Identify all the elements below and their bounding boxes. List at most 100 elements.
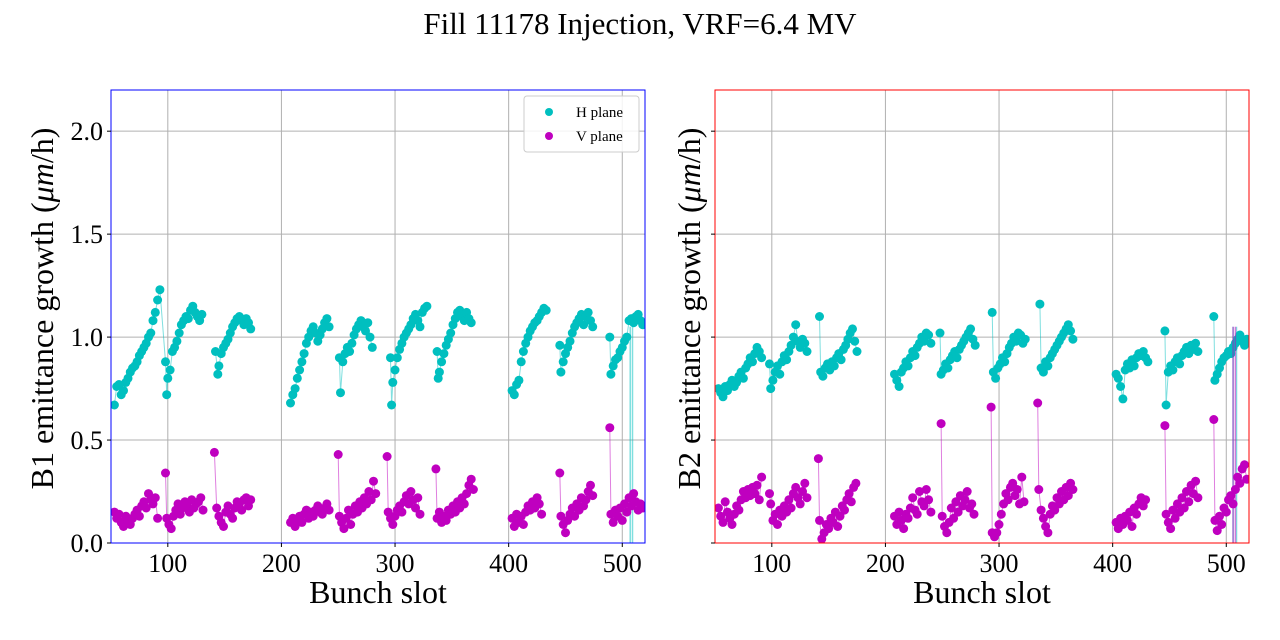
data-point-v-plane (1177, 493, 1187, 503)
data-point-v-plane (608, 517, 618, 527)
data-point-v-plane (198, 505, 208, 515)
data-point-h-plane (1161, 400, 1171, 410)
data-point-v-plane (219, 522, 228, 531)
data-point-v-plane (134, 511, 144, 521)
data-point-v-plane (459, 499, 469, 509)
data-point-h-plane (1242, 334, 1249, 344)
data-point-v-plane (561, 528, 570, 538)
data-point-v-plane (967, 499, 977, 509)
data-point-v-plane (962, 487, 972, 496)
data-point-v-plane (1033, 398, 1043, 408)
data-point-h-plane (815, 312, 824, 321)
data-point-h-plane (638, 320, 645, 330)
data-point-v-plane (1191, 476, 1201, 486)
data-point-h-plane (432, 347, 442, 356)
data-point-v-plane (1179, 503, 1189, 513)
data-point-h-plane (588, 322, 598, 332)
x-axis-label: Bunch slot (309, 574, 447, 610)
data-point-v-plane (912, 509, 922, 519)
data-point-h-plane (1113, 373, 1123, 383)
data-point-v-plane (815, 515, 824, 525)
x-axis-label: Bunch slot (913, 574, 1051, 610)
data-point-v-plane (784, 495, 794, 505)
data-point-h-plane (1118, 394, 1128, 404)
data-point-h-plane (738, 373, 748, 383)
data-point-v-plane (629, 489, 639, 499)
data-point-h-plane (514, 375, 524, 385)
data-point-v-plane (1003, 495, 1013, 505)
data-point-v-plane (946, 503, 956, 513)
data-point-h-plane (782, 355, 792, 365)
data-point-v-plane (397, 507, 407, 517)
x-tick-label: 300 (980, 549, 1019, 578)
data-point-v-plane (908, 493, 918, 503)
data-point-v-plane (1170, 513, 1180, 523)
data-point-v-plane (1226, 491, 1236, 501)
data-point-v-plane (921, 485, 931, 494)
data-point-h-plane (748, 357, 757, 367)
data-point-v-plane (844, 489, 854, 499)
data-point-h-plane (295, 365, 305, 375)
data-point-v-plane (622, 507, 632, 517)
data-point-h-plane (516, 357, 526, 367)
data-point-h-plane (1035, 299, 1045, 309)
data-point-h-plane (775, 369, 785, 379)
data-point-v-plane (715, 503, 723, 513)
data-point-h-plane (197, 309, 207, 319)
data-point-h-plane (718, 392, 728, 402)
data-point-h-plane (183, 314, 193, 324)
data-point-h-plane (466, 318, 476, 328)
data-point-v-plane (413, 493, 423, 503)
data-point-v-plane (791, 482, 801, 492)
data-point-v-plane (1230, 485, 1240, 494)
data-point-v-plane (1012, 485, 1022, 494)
data-point-v-plane (153, 513, 163, 523)
data-point-v-plane (237, 505, 247, 515)
data-point-h-plane (1066, 326, 1076, 336)
data-point-h-plane (894, 382, 904, 391)
data-point-h-plane (361, 326, 370, 336)
data-point-h-plane (1043, 361, 1053, 371)
data-point-h-plane (161, 357, 170, 367)
data-point-v-plane (953, 507, 963, 517)
data-point-h-plane (214, 361, 224, 371)
data-point-h-plane (935, 328, 945, 338)
data-point-v-plane (960, 495, 970, 505)
data-point-h-plane (1068, 334, 1078, 344)
data-point-h-plane (558, 357, 568, 367)
grid-lines (715, 90, 1249, 544)
data-point-v-plane (141, 503, 151, 513)
data-point-v-plane (1017, 472, 1027, 482)
data-point-v-plane (896, 515, 906, 525)
y-axis-label-prefix: B1 emittance growth ( (24, 202, 60, 489)
data-point-v-plane (364, 487, 374, 496)
data-point-h-plane (910, 351, 920, 361)
x-tick-label: 200 (866, 549, 905, 578)
data-point-v-plane (1038, 513, 1048, 523)
data-point-h-plane (153, 295, 163, 305)
data-point-h-plane (292, 373, 302, 383)
data-point-h-plane (174, 328, 184, 338)
data-point-v-plane (1160, 421, 1170, 431)
data-point-v-plane (752, 480, 762, 490)
data-point-h-plane (541, 305, 551, 315)
data-point-v-plane (581, 495, 591, 505)
data-point-h-plane (836, 355, 846, 365)
y-tick-label: 1.5 (71, 220, 104, 249)
data-point-v-plane (555, 468, 565, 478)
data-point-h-plane (165, 365, 175, 375)
x-tick-label: 500 (1207, 549, 1246, 578)
data-point-h-plane (388, 377, 398, 387)
legend: H plane V plane (523, 95, 640, 153)
y-axis-label-suffix: /h) (24, 128, 60, 164)
axes-frame (110, 89, 646, 544)
data-point-v-plane (209, 447, 219, 457)
data-point-h-plane (952, 353, 962, 363)
data-point-v-plane (718, 517, 728, 527)
data-point-v-plane (750, 489, 760, 499)
data-point-v-plane (324, 505, 334, 515)
data-point-v-plane (1217, 520, 1227, 529)
data-point-h-plane (111, 400, 119, 410)
data-point-h-plane (991, 373, 1001, 383)
x-tick-label: 400 (1093, 549, 1132, 578)
